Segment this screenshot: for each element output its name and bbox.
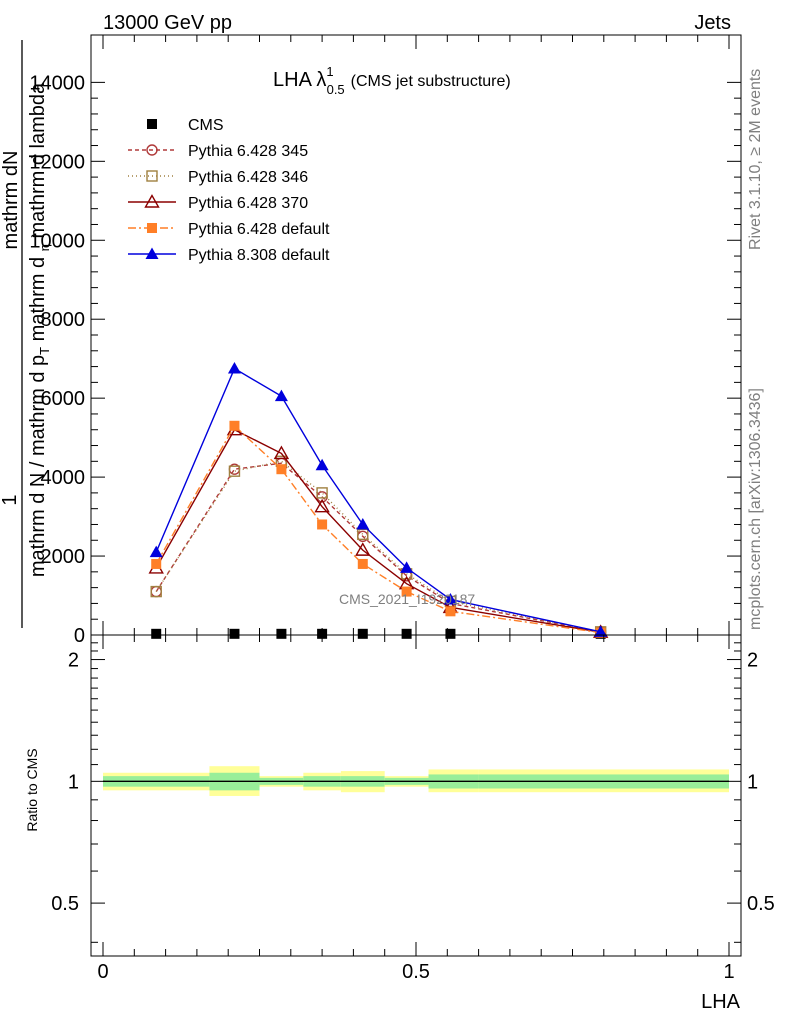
data-point bbox=[314, 498, 330, 513]
data-point bbox=[401, 586, 412, 597]
legend-marker bbox=[147, 119, 157, 129]
data-point bbox=[315, 458, 329, 471]
y-tick-label: 8000 bbox=[41, 309, 86, 331]
series-cms bbox=[151, 628, 606, 639]
legend-marker bbox=[145, 247, 159, 259]
data-point bbox=[445, 606, 456, 617]
y-tick-label: 10000 bbox=[29, 230, 85, 252]
series-pythia-6-428-346 bbox=[150, 455, 607, 638]
legend-label: CMS bbox=[188, 117, 224, 134]
ratio-y-tick-label-right: 2 bbox=[747, 650, 758, 672]
legend-item: Pythia 6.428 370 bbox=[128, 194, 308, 212]
y-tick-label: 12000 bbox=[29, 151, 85, 173]
y-tick-label: 4000 bbox=[41, 467, 86, 489]
ratio-y-tick-label: 0.5 bbox=[51, 893, 79, 915]
y-tick-label: 2000 bbox=[41, 546, 86, 568]
legend-marker bbox=[147, 223, 157, 233]
legend-label: Pythia 6.428 346 bbox=[188, 169, 308, 186]
legend-marker bbox=[146, 144, 158, 156]
data-point bbox=[273, 445, 290, 460]
series-line bbox=[155, 460, 601, 633]
ratio-ticks: 0.5 0.5 1 1 2 2 0 0.5 1 bbox=[51, 635, 775, 983]
legend-label: Pythia 6.428 default bbox=[188, 221, 330, 238]
data-point bbox=[229, 420, 240, 431]
legend-label: Pythia 6.428 370 bbox=[188, 195, 308, 212]
series-line bbox=[155, 428, 601, 633]
main-series-group bbox=[148, 362, 609, 639]
main-y-label: 1 mathrm dN mathrm d N / mathrm d pT mat… bbox=[0, 40, 52, 628]
main-y-ticks: 0 2000 4000 6000 8000 10000 12000 14000 bbox=[29, 35, 741, 647]
ratio-y-tick-label-right: 1 bbox=[747, 771, 758, 793]
legend-label: Pythia 8.308 default bbox=[188, 247, 330, 264]
series-pythia-8-308-default bbox=[149, 362, 608, 637]
x-axis-label: LHA bbox=[701, 991, 741, 1013]
data-point bbox=[227, 362, 241, 374]
data-point bbox=[400, 561, 414, 573]
legend-item: Pythia 6.428 default bbox=[128, 221, 330, 238]
data-point bbox=[357, 628, 368, 639]
data-point bbox=[401, 628, 412, 639]
data-point bbox=[150, 585, 162, 598]
data-point bbox=[355, 542, 371, 556]
data-point bbox=[228, 465, 241, 477]
data-point bbox=[317, 628, 328, 639]
legend-label: Pythia 6.428 345 bbox=[188, 143, 308, 160]
data-point bbox=[316, 487, 328, 499]
ratio-panel: 0.5 0.5 1 1 2 2 0 0.5 1 Ratio to CMS LHA bbox=[24, 634, 775, 1013]
main-panel: 0 2000 4000 6000 8000 10000 12000 14000 LHA λ1 0… bbox=[0, 34, 742, 647]
data-point bbox=[443, 592, 457, 605]
ratio-y-tick-label: 1 bbox=[68, 771, 79, 793]
data-point bbox=[594, 625, 608, 637]
legend-item: CMS bbox=[147, 117, 224, 134]
y-label-numerator: 1 bbox=[0, 494, 21, 505]
ratio-panel-frame bbox=[90, 634, 742, 957]
data-point bbox=[356, 517, 370, 530]
data-point bbox=[276, 628, 287, 639]
y-tick-label: 14000 bbox=[29, 72, 85, 94]
data-point bbox=[317, 519, 328, 530]
y-tick-label: 0 bbox=[74, 625, 85, 647]
x-tick-label: 0 bbox=[97, 961, 108, 983]
chart-title: LHA λ1 0.5 (CMS jet substructure) bbox=[273, 64, 511, 97]
y-tick-label: 6000 bbox=[41, 388, 86, 410]
analysis-watermark: CMS_2021_I1920187 bbox=[339, 591, 475, 607]
legend-marker bbox=[146, 170, 158, 182]
energy-label: 13000 GeV pp bbox=[103, 12, 232, 34]
series-pythia-6-428-345 bbox=[150, 457, 607, 638]
data-point bbox=[151, 558, 162, 569]
y-label-dn: mathrm dN bbox=[0, 151, 22, 250]
series-line bbox=[155, 367, 601, 633]
data-point bbox=[274, 389, 288, 402]
data-point bbox=[276, 464, 287, 475]
legend-item: Pythia 6.428 345 bbox=[128, 143, 308, 160]
x-tick-label: 1 bbox=[723, 961, 734, 983]
data-point bbox=[357, 558, 368, 569]
data-point bbox=[151, 628, 162, 639]
rivet-version-label: Rivet 3.1.10, ≥ 2M events bbox=[747, 69, 764, 250]
legend-item: Pythia 6.428 346 bbox=[128, 169, 308, 186]
legend-marker bbox=[144, 194, 160, 208]
series-line bbox=[155, 462, 601, 633]
ratio-y-tick-label: 2 bbox=[68, 650, 79, 672]
ratio-y-label: Ratio to CMS bbox=[24, 748, 40, 831]
legend: CMS Pythia 6.428 345 Pythia 6.428 346 Pythi… bbox=[128, 117, 330, 264]
data-point bbox=[445, 628, 456, 639]
data-point bbox=[149, 545, 163, 558]
y-label-denominator: mathrm d N / mathrm d pT mathrm d η math… bbox=[27, 82, 52, 577]
mcplots-label: mcplots.cern.ch [arXiv:1306.3436] bbox=[747, 388, 764, 630]
legend-item: Pythia 8.308 default bbox=[128, 247, 330, 264]
ratio-bands bbox=[103, 766, 729, 796]
series-line bbox=[155, 424, 601, 634]
ratio-y-tick-label-right: 0.5 bbox=[747, 893, 775, 915]
data-point bbox=[229, 628, 240, 639]
process-label: Jets bbox=[694, 12, 731, 34]
x-tick-label: 0.5 bbox=[402, 961, 430, 983]
